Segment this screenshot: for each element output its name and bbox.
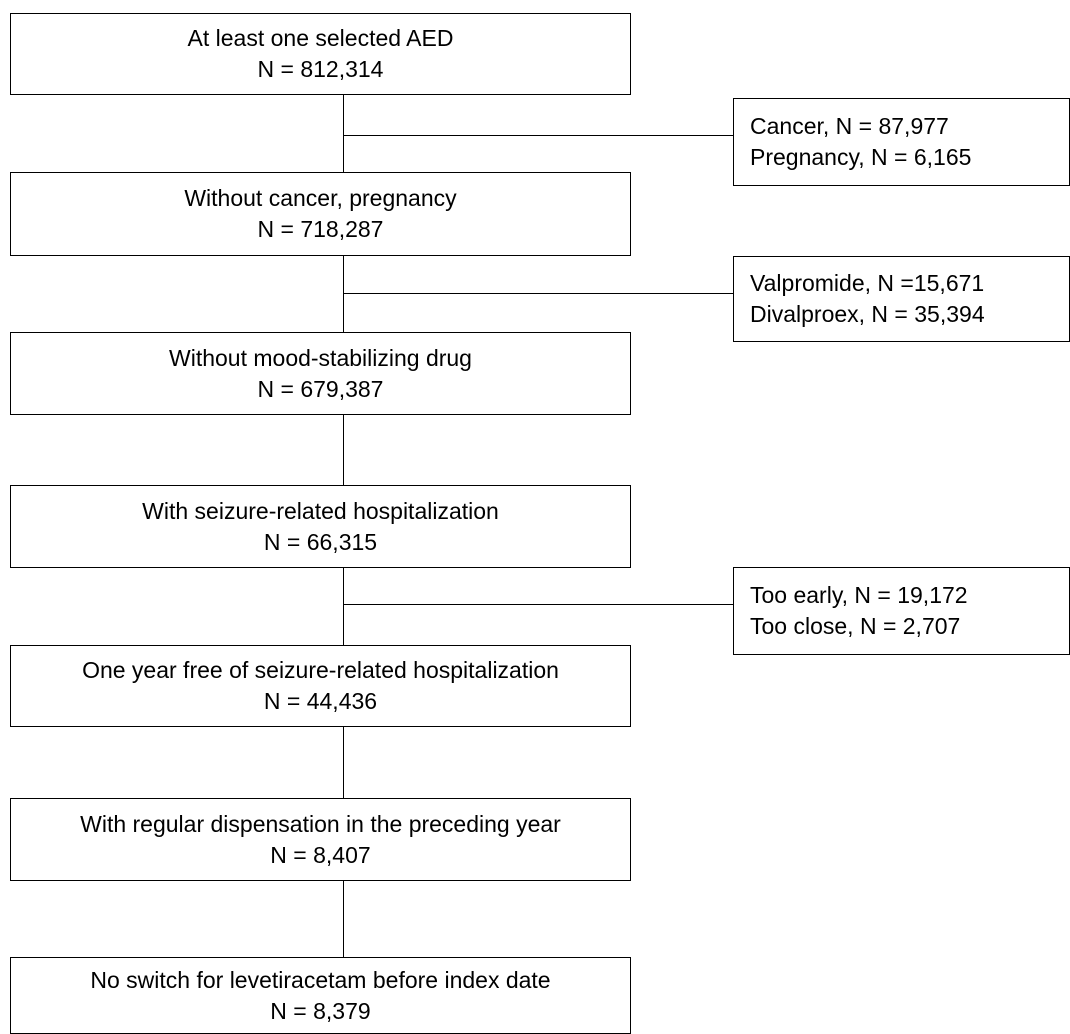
step-box-4: With seizure-related hospitalization N =…	[10, 485, 631, 568]
step-label: With seizure-related hospitalization	[142, 497, 499, 524]
exclusion-line: Cancer, N = 87,977	[750, 113, 949, 139]
step-count: N = 8,407	[270, 841, 371, 868]
step-box-1: At least one selected AED N = 812,314	[10, 13, 631, 95]
exclusion-connector-2	[343, 293, 733, 294]
step-count: N = 812,314	[257, 56, 384, 82]
step-box-7: No switch for levetiracetam before index…	[10, 957, 631, 1034]
step-label: One year free of seizure-related hospita…	[82, 657, 559, 683]
step-box-3: Without mood-stabilizing drug N = 679,38…	[10, 332, 631, 415]
step-label: At least one selected AED	[187, 25, 454, 51]
exclusion-connector-3	[343, 604, 733, 605]
exclusion-box-2: Valpromide, N =15,671 Divalproex, N = 35…	[733, 256, 1070, 342]
step-count: N = 679,387	[257, 375, 384, 402]
step-box-6: With regular dispensation in the precedi…	[10, 798, 631, 881]
exclusion-connector-1	[343, 135, 733, 136]
exclusion-line: Too close, N = 2,707	[750, 613, 961, 639]
exclusion-line: Valpromide, N =15,671	[750, 270, 985, 296]
connector-5-6	[343, 726, 344, 798]
step-count: N = 718,287	[257, 216, 384, 242]
step-count: N = 44,436	[263, 688, 378, 714]
exclusion-box-1: Cancer, N = 87,977 Pregnancy, N = 6,165	[733, 98, 1070, 186]
exclusion-line: Too early, N = 19,172	[750, 582, 968, 608]
connector-6-7	[343, 880, 344, 957]
exclusion-line: Divalproex, N = 35,394	[750, 301, 985, 327]
connector-1-2	[343, 94, 344, 172]
step-label: Without cancer, pregnancy	[184, 185, 457, 211]
connector-4-5	[343, 567, 344, 645]
exclusion-box-3: Too early, N = 19,172 Too close, N = 2,7…	[733, 567, 1070, 655]
connector-3-4	[343, 414, 344, 485]
exclusion-line: Pregnancy, N = 6,165	[750, 144, 972, 170]
step-count: N = 66,315	[263, 528, 378, 555]
step-label: No switch for levetiracetam before index…	[90, 966, 551, 993]
step-box-2: Without cancer, pregnancy N = 718,287	[10, 172, 631, 256]
step-label: Without mood-stabilizing drug	[169, 344, 472, 371]
step-box-5: One year free of seizure-related hospita…	[10, 645, 631, 727]
step-count: N = 8,379	[270, 997, 371, 1024]
step-label: With regular dispensation in the precedi…	[80, 810, 561, 837]
